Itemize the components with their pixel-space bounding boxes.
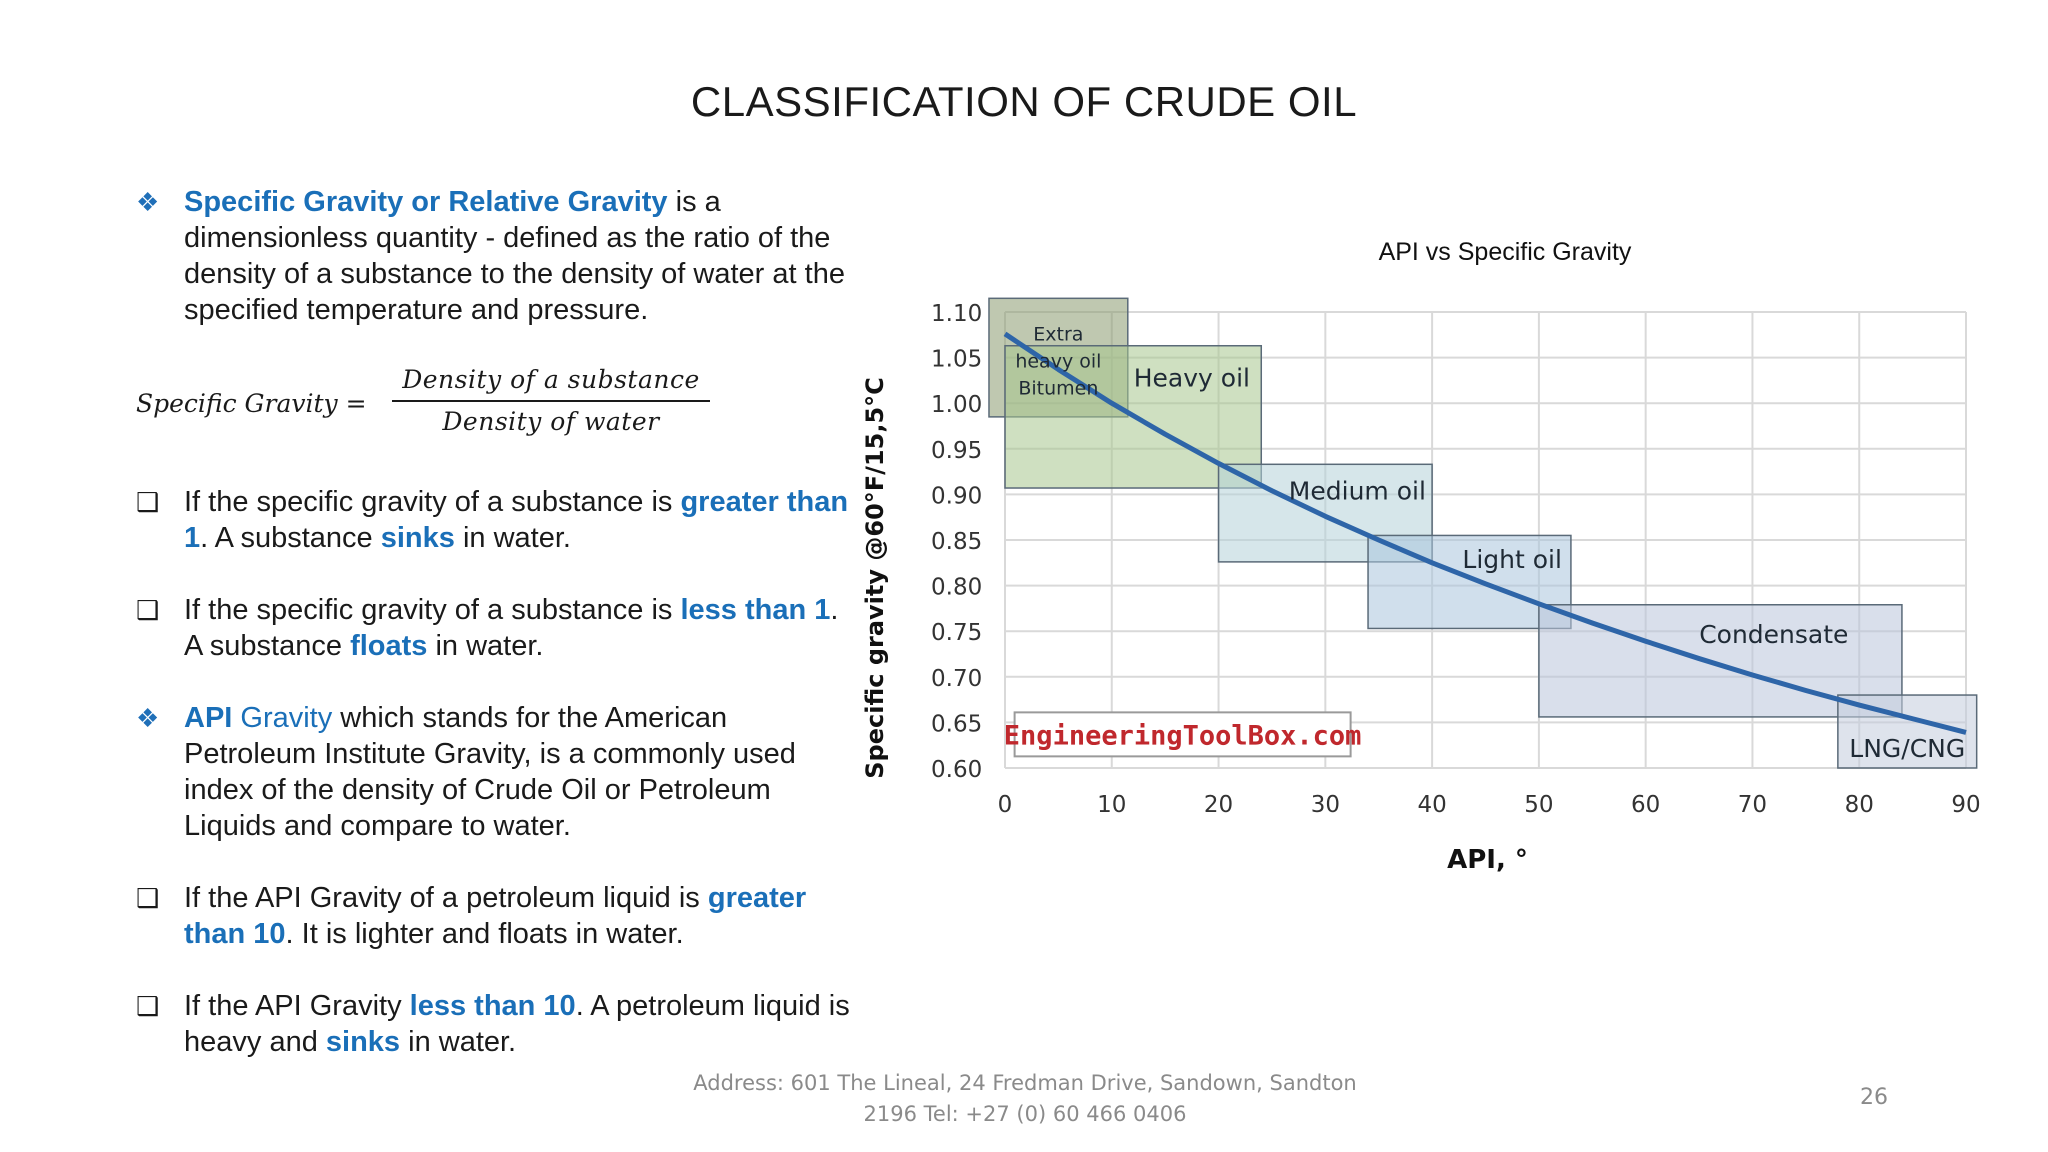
bullet-sg-less: ❑ If the specific gravity of a substance… [136, 592, 856, 664]
checkbox-bullet-icon: ❑ [136, 595, 160, 625]
y-tick-label: 0.80 [931, 575, 982, 601]
region-label: LNG/CNG [1849, 734, 1965, 763]
watermark-box [1013, 711, 1352, 758]
y-tick-label: 0.75 [931, 620, 982, 646]
y-tick-label: 1.10 [931, 301, 982, 327]
x-tick-label: 0 [998, 792, 1013, 818]
text-column: ❖ Specific Gravity or Relative Gravity i… [136, 184, 856, 1060]
highlight-sinks: sinks [380, 522, 455, 554]
bullet-sg-greater: ❑ If the specific gravity of a substance… [136, 484, 856, 556]
x-tick-label: 90 [1951, 792, 1980, 818]
bullet-api-greater: ❑ If the API Gravity of a petroleum liqu… [136, 880, 856, 952]
text-fragment: If the specific gravity of a substance i… [184, 486, 681, 518]
region-label: Extra [1033, 324, 1083, 346]
api-gravity-definition: which stands for the American Petroleum … [184, 702, 796, 842]
x-tick-label: 70 [1738, 792, 1767, 818]
text-fragment: in water. [400, 1026, 517, 1058]
footer-line-1: Address: 601 The Lineal, 24 Fredman Driv… [693, 1071, 1357, 1095]
text-fragment: . A substance [200, 522, 381, 554]
highlight-less-than-10: less than 10 [409, 990, 576, 1022]
series-line [1003, 331, 1967, 735]
chart-title: API vs Specific Gravity [1378, 238, 1632, 266]
bullet-api-gravity: ❖ API Gravity which stands for the Ameri… [136, 700, 856, 844]
page-number: 26 [1860, 1085, 1888, 1110]
highlight-less-than-1: less than 1 [680, 594, 831, 626]
checkbox-bullet-icon: ❑ [136, 487, 160, 517]
formula-denominator: Density of water [442, 407, 660, 436]
region-label: Condensate [1699, 620, 1848, 649]
y-tick-label: 0.60 [931, 757, 982, 783]
highlight-sinks: sinks [325, 1026, 401, 1058]
highlight-floats: floats [350, 630, 428, 662]
region-label: Medium oil [1289, 477, 1426, 506]
region-label: Light oil [1462, 545, 1562, 574]
y-axis-label: Specific gravity @60°F/15,5°C [861, 377, 889, 779]
term-gravity: Gravity [232, 702, 333, 734]
x-tick-label: 10 [1097, 792, 1126, 818]
x-tick-label: 50 [1524, 792, 1553, 818]
text-fragment: . It is lighter and floats in water. [285, 918, 684, 950]
text-fragment: . A petroleum liquid is heavy and [184, 990, 850, 1058]
highlight-greater-than-10: greater than 10 [184, 882, 807, 950]
region-label: heavy oil [1015, 351, 1101, 373]
region-label: Heavy oil [1134, 363, 1250, 392]
y-tick-label: 0.90 [931, 483, 982, 509]
term-api: API [184, 702, 233, 734]
x-axis-label: API, ° [1447, 845, 1528, 875]
y-tick-label: 0.70 [931, 666, 982, 692]
checkbox-bullet-icon: ❑ [136, 991, 160, 1021]
y-tick-label: 1.05 [931, 347, 982, 373]
region-label: Bitumen [1018, 378, 1098, 400]
slide-title: CLASSIFICATION OF CRUDE OIL [690, 78, 1358, 125]
y-tick-label: 0.65 [931, 711, 982, 737]
specific-gravity-formula: Specific Gravity = Density of a substanc… [136, 362, 856, 446]
x-tick-label: 80 [1845, 792, 1874, 818]
text-fragment: in water. [454, 522, 571, 554]
specific-gravity-definition: is a dimensionless quantity - defined as… [184, 186, 845, 326]
highlight-greater-than-1: greater than 1 [184, 486, 849, 554]
term-specific-gravity: Specific Gravity or Relative Gravity [184, 186, 668, 218]
text-fragment: If the API Gravity of a petroleum liquid… [184, 882, 708, 914]
footer-line-2: 2196 Tel: +27 (0) 60 466 0406 [863, 1102, 1187, 1126]
x-tick-label: 20 [1204, 792, 1233, 818]
diamond-bullet-icon: ❖ [136, 187, 160, 217]
bullet-api-less: ❑ If the API Gravity less than 10. A pet… [136, 988, 856, 1060]
y-tick-label: 0.95 [931, 438, 982, 464]
text-fragment: in water. [427, 630, 544, 662]
x-tick-label: 30 [1311, 792, 1340, 818]
x-tick-label: 60 [1631, 792, 1660, 818]
text-fragment: . A substance [184, 594, 839, 662]
fraction-bar [392, 400, 710, 402]
checkbox-bullet-icon: ❑ [136, 883, 160, 913]
text-fragment: If the API Gravity [184, 990, 410, 1022]
watermark-text: EngineeringToolBox.com [1004, 720, 1362, 751]
y-tick-label: 1.00 [931, 392, 982, 418]
formula-numerator: Density of a substance [402, 365, 700, 394]
footer-address: Address: 601 The Lineal, 24 Fredman Driv… [600, 1068, 1450, 1130]
x-tick-label: 40 [1417, 792, 1446, 818]
api-vs-specific-gravity-chart: EngineeringToolBox.com Extra heavy oil Bitu… [861, 297, 1981, 875]
y-tick-label: 0.85 [931, 529, 982, 555]
text-fragment: If the specific gravity of a substance i… [184, 594, 681, 626]
bullet-specific-gravity: ❖ Specific Gravity or Relative Gravity i… [136, 184, 856, 328]
diamond-bullet-icon: ❖ [136, 703, 160, 733]
formula-lhs: Specific Gravity = [136, 389, 367, 418]
